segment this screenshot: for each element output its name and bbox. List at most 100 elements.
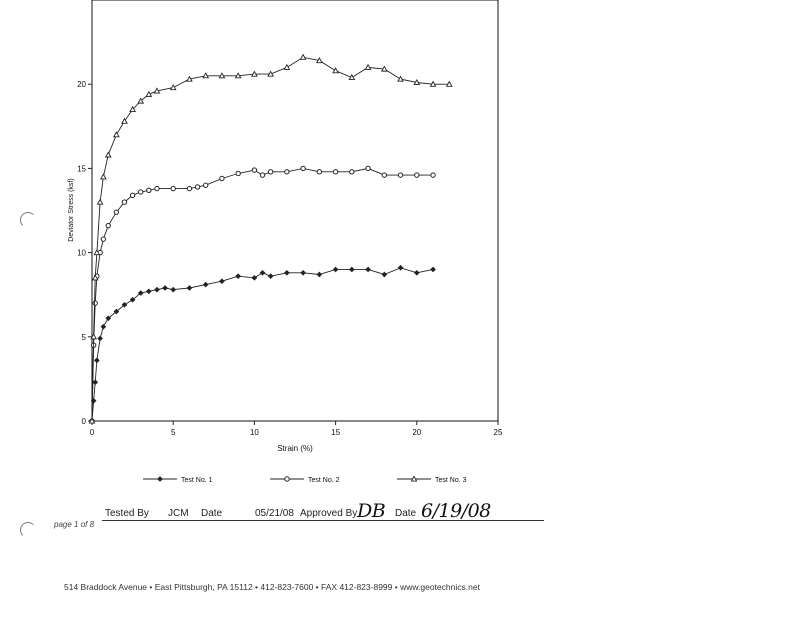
x-tick-label: 25 bbox=[494, 428, 503, 437]
data-point bbox=[121, 199, 128, 205]
data-point bbox=[251, 275, 258, 281]
legend-marker bbox=[410, 475, 418, 482]
plot-frame bbox=[91, 0, 499, 422]
y-tick-label: 10 bbox=[77, 249, 86, 258]
y-tick-label: 5 bbox=[82, 333, 87, 342]
data-point bbox=[259, 269, 266, 276]
legend-label: Test No. 3 bbox=[435, 477, 467, 484]
data-point bbox=[186, 185, 193, 192]
data-point bbox=[332, 67, 339, 74]
data-point bbox=[235, 170, 241, 177]
data-point bbox=[430, 172, 436, 178]
data-point bbox=[186, 75, 193, 82]
data-point bbox=[104, 151, 112, 158]
data-point bbox=[129, 192, 136, 199]
date-label: Date bbox=[201, 508, 223, 519]
signoff-row: Tested By JCM Date 05/21/08 Approved By … bbox=[105, 500, 545, 522]
legend-marker bbox=[284, 476, 290, 482]
data-point bbox=[219, 175, 225, 182]
data-point bbox=[267, 70, 275, 77]
data-point bbox=[202, 182, 209, 188]
legend-item-3: Test No. 3 bbox=[397, 475, 467, 484]
series-line bbox=[91, 267, 434, 422]
signoff-rule bbox=[102, 520, 544, 521]
data-point bbox=[169, 84, 177, 91]
data-point bbox=[194, 184, 201, 190]
page-number: page 1 of 8 bbox=[54, 520, 95, 529]
data-point bbox=[153, 87, 161, 94]
data-point bbox=[251, 167, 258, 173]
x-tick-label: 10 bbox=[250, 428, 259, 437]
y-axis-ticks: 0 5 10 15 20 bbox=[77, 80, 92, 426]
data-point bbox=[105, 315, 112, 322]
data-point bbox=[267, 273, 274, 280]
data-point bbox=[234, 72, 242, 79]
data-point bbox=[316, 169, 323, 175]
data-point bbox=[284, 169, 290, 175]
data-point bbox=[219, 278, 225, 285]
date-value: 05/21/08 bbox=[255, 508, 294, 519]
data-point bbox=[88, 417, 96, 424]
data-point bbox=[349, 169, 355, 175]
data-point bbox=[170, 286, 177, 293]
data-point bbox=[121, 301, 128, 308]
data-point bbox=[315, 57, 323, 64]
data-point bbox=[100, 236, 107, 242]
data-point bbox=[100, 173, 107, 180]
data-point bbox=[94, 357, 100, 364]
data-point bbox=[105, 222, 111, 229]
punch-hole-bottom bbox=[20, 522, 36, 538]
data-point bbox=[154, 286, 160, 293]
data-point bbox=[202, 72, 210, 79]
y-tick-label: 20 bbox=[77, 80, 86, 89]
series-3 bbox=[88, 53, 453, 424]
data-point bbox=[235, 273, 241, 280]
x-tick-label: 15 bbox=[331, 428, 340, 437]
x-axis-ticks: 0 5 10 15 20 25 bbox=[90, 421, 503, 437]
data-point bbox=[218, 72, 226, 79]
data-point bbox=[413, 269, 420, 276]
data-point bbox=[129, 105, 136, 112]
data-point bbox=[96, 198, 104, 205]
data-point bbox=[300, 269, 306, 276]
series-line bbox=[91, 56, 450, 422]
tested-by-value: JCM bbox=[168, 508, 189, 519]
data-point bbox=[113, 308, 120, 315]
data-point bbox=[430, 266, 436, 273]
data-point bbox=[162, 285, 168, 291]
data-point bbox=[129, 296, 136, 303]
data-point bbox=[138, 189, 144, 195]
approved-by-label: Approved By bbox=[300, 508, 358, 519]
data-point bbox=[154, 185, 160, 192]
series-line bbox=[91, 167, 433, 422]
data-point bbox=[92, 300, 98, 306]
data-point bbox=[380, 65, 388, 72]
data-point bbox=[202, 281, 209, 288]
legend-label: Test No. 2 bbox=[308, 477, 340, 484]
series-1 bbox=[89, 264, 436, 424]
y-tick-label: 0 bbox=[82, 417, 87, 426]
legend: Test No. 1 Test No. 2 Test No. 3 bbox=[143, 475, 467, 484]
punch-hole-top bbox=[20, 212, 36, 228]
data-point bbox=[170, 185, 176, 192]
data-point bbox=[146, 187, 152, 193]
data-point bbox=[397, 172, 404, 178]
data-point bbox=[93, 249, 101, 256]
data-point bbox=[267, 169, 274, 175]
data-point bbox=[397, 75, 404, 82]
data-point bbox=[365, 165, 371, 172]
data-point bbox=[97, 335, 103, 342]
data-point bbox=[381, 271, 388, 278]
series-layer bbox=[88, 53, 453, 424]
plot-border bbox=[91, 0, 499, 422]
data-point bbox=[413, 78, 421, 86]
data-point bbox=[121, 117, 128, 124]
data-point bbox=[92, 379, 99, 386]
tested-by-label: Tested By bbox=[105, 508, 149, 519]
data-point bbox=[364, 63, 372, 70]
data-point bbox=[365, 266, 371, 273]
date2-handwritten: 6/19/08 bbox=[421, 500, 491, 522]
data-point bbox=[112, 131, 120, 138]
legend-item-1: Test No. 1 bbox=[143, 476, 213, 484]
